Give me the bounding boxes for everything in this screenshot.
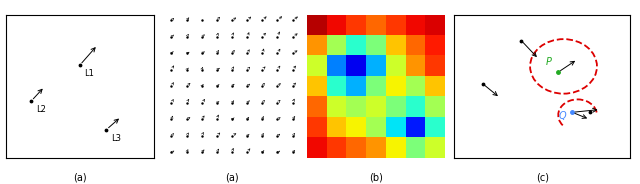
Text: Q: Q	[558, 112, 566, 121]
Text: L2: L2	[36, 105, 45, 114]
Text: (c): (c)	[536, 173, 549, 183]
Text: L3: L3	[111, 134, 121, 143]
Text: P: P	[546, 57, 552, 67]
Text: (b): (b)	[369, 173, 383, 183]
Text: (a): (a)	[73, 173, 87, 183]
Text: L1: L1	[84, 69, 94, 78]
Text: (a): (a)	[225, 173, 239, 183]
